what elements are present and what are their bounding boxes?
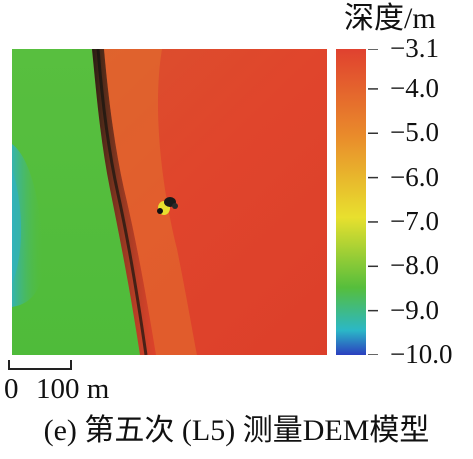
colorbar-ticks (368, 49, 378, 355)
scale-bar-start-label: 0 (4, 373, 19, 405)
colorbar-tick-label: −8.0 (390, 250, 439, 281)
colorbar-tick-label: −3.1 (390, 33, 439, 63)
colorbar-tick-label: −10.0 (390, 339, 453, 369)
colorbar-tick-label: −9.0 (390, 294, 439, 325)
scale-bar (8, 360, 72, 370)
figure-caption: (e) 第五次 (L5) 测量DEM模型 (43, 414, 430, 447)
colorbar-tick-label: −4.0 (390, 72, 439, 103)
scale-bar-end-label: 100 m (36, 373, 110, 405)
legend-title: 深度/m (344, 2, 436, 35)
colorbar (336, 49, 366, 355)
seabed-object (157, 197, 178, 215)
dem-heatmap (12, 49, 327, 355)
colorbar-tick-label: −5.0 (390, 117, 439, 148)
colorbar-tick-label: −6.0 (390, 161, 439, 192)
colorbar-tick-label: −7.0 (390, 205, 439, 236)
